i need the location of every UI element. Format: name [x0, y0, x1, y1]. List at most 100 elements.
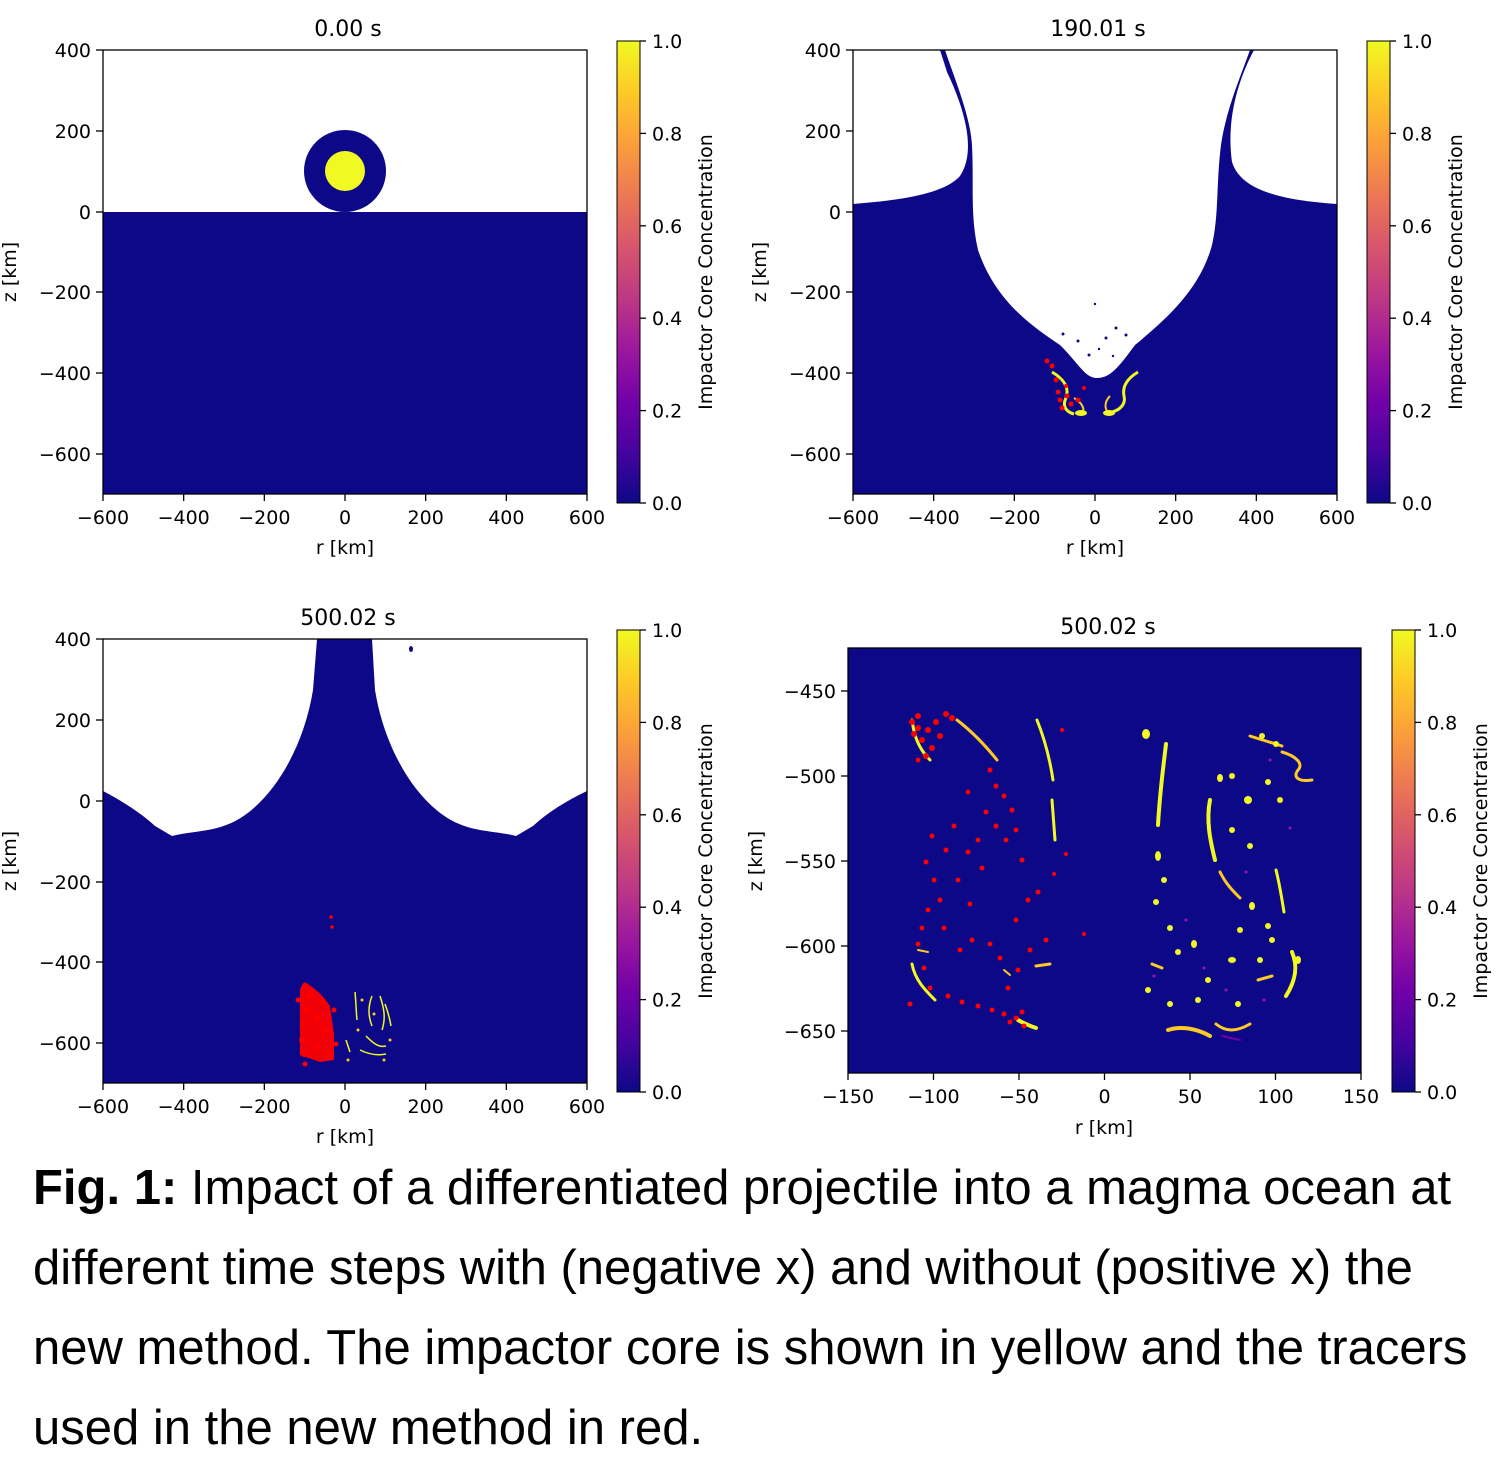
colorbar-tick-label: 0.0: [1402, 493, 1432, 515]
panel-title: 0.00 s: [314, 17, 381, 42]
colorbar-ticks: 1.0 0.8 0.6 0.4 0.2 0.0: [640, 31, 682, 515]
colorbar-label: Impactor Core Concentration: [695, 134, 717, 410]
y-tick-label: −600: [789, 444, 841, 466]
colorbar-tick-label: 0.4: [1427, 897, 1457, 919]
colorbar-tick-label: 1.0: [652, 31, 682, 53]
colorbar-tick-label: 0.8: [652, 712, 682, 734]
y-tick-label: −400: [789, 363, 841, 385]
colorbar-label: Impactor Core Concentration: [1470, 723, 1492, 999]
x-ticks: −150 −100 −50 0 50 100 150: [822, 1073, 1379, 1108]
tracer-cluster: [295, 915, 339, 1067]
x-tick-label: 200: [408, 1096, 444, 1118]
x-tick-label: −600: [827, 507, 879, 529]
colorbar-label: Impactor Core Concentration: [1445, 134, 1467, 410]
x-tick-label: −600: [77, 1096, 129, 1118]
colorbar-tick-label: 0.8: [652, 123, 682, 145]
x-tick-label: −150: [822, 1086, 874, 1108]
y-tick-label: −400: [39, 952, 91, 974]
core-fragment: [1103, 410, 1115, 416]
panel-3-plot-area: [103, 639, 587, 1083]
y-axis-label: z [km]: [749, 242, 771, 302]
y-tick-label: 400: [55, 629, 91, 651]
core-fragments-right: [1150, 734, 1314, 1041]
x-tick-label: 600: [569, 507, 605, 529]
figure-caption: Fig. 1: Impact of a differentiated proje…: [33, 1148, 1478, 1468]
x-tick-label: 600: [569, 1096, 605, 1118]
colorbar-tick-label: 1.0: [1427, 620, 1457, 642]
y-ticks: 400 200 0 −200 −400 −600: [39, 40, 103, 466]
core-fragments: [346, 998, 392, 1062]
x-ticks: −600 −400 −200 0 200 400 600: [77, 494, 605, 529]
y-tick-label: −400: [39, 363, 91, 385]
figure-caption-text: Impact of a differentiated projectile in…: [33, 1161, 1468, 1455]
colorbar-tick-label: 0.8: [1402, 123, 1432, 145]
ejecta-particle: [1061, 332, 1065, 336]
ejecta-particle: [1111, 354, 1115, 358]
y-tick-label: 0: [79, 202, 91, 224]
y-ticks: 400 200 0 −200 −400 −600: [39, 629, 103, 1055]
y-ticks: −450 −500 −550 −600 −650: [784, 681, 848, 1043]
x-tick-label: −600: [77, 507, 129, 529]
x-tick-label: 400: [488, 1096, 524, 1118]
colorbar-ticks: 1.0 0.8 0.6 0.4 0.2 0.0: [1390, 31, 1432, 515]
y-tick-label: −600: [784, 936, 836, 958]
panel-1: −600 −400 −200 0 200 400 600 400 200 0 −200 −400 −6…: [0, 17, 717, 559]
colorbar-tick-label: 0.8: [1427, 712, 1457, 734]
colorbar-tick-label: 0.4: [652, 897, 682, 919]
core-traces-right: [1152, 758, 1292, 1002]
x-ticks: −600 −400 −200 0 200 400 600: [77, 1083, 605, 1118]
colorbar-tick-label: 0.4: [1402, 308, 1432, 330]
colorbar-tick-label: 0.2: [1427, 990, 1457, 1012]
x-tick-label: 0: [1089, 507, 1101, 529]
panel-title: 500.02 s: [1060, 615, 1155, 640]
x-tick-label: −50: [999, 1086, 1039, 1108]
y-tick-label: 200: [805, 121, 841, 143]
magma-ocean: [103, 639, 587, 1083]
colorbar-tick-label: 0.2: [652, 990, 682, 1012]
magma-ocean: [853, 50, 1337, 494]
x-tick-label: 400: [1238, 507, 1274, 529]
panel-4: −150 −100 −50 0 50 100 150 −450−500−550−600−65…: [745, 615, 1492, 1139]
y-tick-label: −550: [784, 851, 836, 873]
ejecta-particle: [1076, 339, 1080, 343]
colorbar-tick-label: 0.2: [1402, 401, 1432, 423]
x-axis-label: r [km]: [1066, 537, 1124, 559]
panel-title: 500.02 s: [300, 606, 395, 631]
core-filament: [1111, 370, 1139, 414]
colorbar-tick-label: 0.6: [1427, 805, 1457, 827]
y-ticks: 400 200 0 −200 −400 −600: [789, 40, 853, 466]
y-tick-label: 400: [805, 40, 841, 62]
tracers: [907, 711, 1086, 1029]
y-tick-label: 0: [79, 791, 91, 813]
ejecta-particle: [1114, 326, 1118, 330]
x-tick-label: −400: [908, 507, 960, 529]
figure: −600 −400 −200 0 200 400 600 4002000−200−400−6…: [0, 17, 1492, 1148]
x-tick-label: −100: [907, 1086, 959, 1108]
x-tick-label: −200: [238, 1096, 290, 1118]
ejecta-particle: [1104, 336, 1108, 340]
core-fragment: [1075, 410, 1087, 416]
core-fragments: [345, 991, 392, 1056]
colorbar-ticks: 1.0 0.8 0.6 0.4 0.2 0.0: [1415, 620, 1457, 1104]
y-tick-label: 400: [55, 40, 91, 62]
x-tick-label: 150: [1343, 1086, 1379, 1108]
magma-ocean: [103, 212, 587, 494]
core-blobs-right: [1142, 729, 1301, 1007]
colorbar: [616, 40, 641, 504]
y-tick-label: −450: [784, 681, 836, 703]
x-tick-label: 200: [408, 507, 444, 529]
colorbar-label: Impactor Core Concentration: [695, 723, 717, 999]
x-tick-label: 0: [339, 1096, 351, 1118]
ejecta-particle: [1097, 347, 1101, 351]
x-tick-label: 100: [1257, 1086, 1293, 1108]
y-tick-label: −200: [789, 282, 841, 304]
x-tick-label: −200: [238, 507, 290, 529]
y-tick-label: 200: [55, 121, 91, 143]
y-axis-label: z [km]: [0, 242, 21, 302]
colorbar: [1366, 40, 1391, 504]
colorbar-tick-label: 0.2: [652, 401, 682, 423]
colorbar-tick-label: 0.6: [1402, 216, 1432, 238]
ejecta-particle: [1124, 333, 1128, 337]
figure-caption-label: Fig. 1:: [33, 1161, 178, 1215]
y-axis-label: z [km]: [745, 831, 767, 891]
